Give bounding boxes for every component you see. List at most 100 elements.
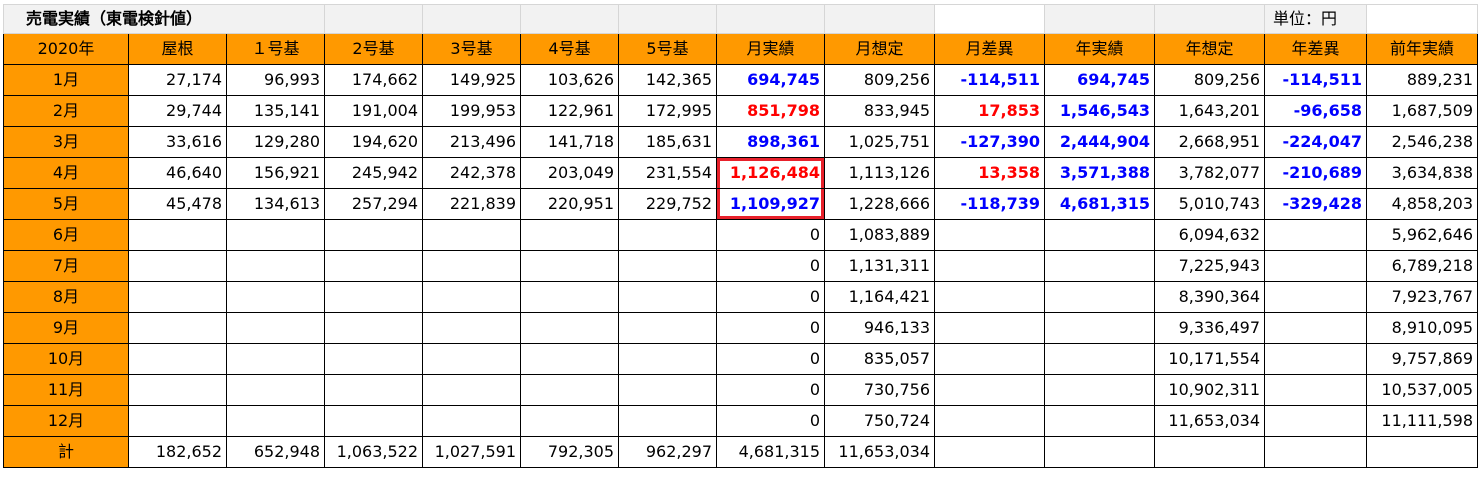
cell[interactable] — [1044, 219, 1155, 251]
cell[interactable] — [226, 343, 325, 375]
cell[interactable]: 7,923,767 — [1366, 281, 1478, 313]
cell[interactable]: 103,626 — [520, 64, 619, 96]
empty-cell[interactable] — [934, 4, 1045, 34]
cell[interactable]: 1,083,889 — [824, 219, 935, 251]
cell[interactable]: 4,681,315 — [716, 436, 825, 468]
cell[interactable]: 11,111,598 — [1366, 405, 1478, 437]
cell[interactable]: 129,280 — [226, 126, 325, 158]
row-header[interactable]: 12月 — [3, 405, 129, 437]
cell[interactable] — [618, 250, 717, 282]
cell[interactable] — [520, 312, 619, 344]
cell[interactable]: 851,798 — [716, 95, 825, 127]
cell[interactable]: 2,668,951 — [1154, 126, 1265, 158]
cell[interactable] — [324, 281, 423, 313]
cell[interactable]: 1,687,509 — [1366, 95, 1478, 127]
cell[interactable] — [128, 219, 227, 251]
empty-cell[interactable] — [618, 4, 717, 34]
cell[interactable]: 29,744 — [128, 95, 227, 127]
cell[interactable] — [128, 250, 227, 282]
cell[interactable]: 0 — [716, 343, 825, 375]
cell[interactable] — [226, 219, 325, 251]
cell[interactable] — [934, 405, 1045, 437]
cell[interactable] — [226, 374, 325, 406]
cell[interactable] — [1044, 312, 1155, 344]
cell[interactable]: 11,653,034 — [1154, 405, 1265, 437]
cell[interactable] — [618, 405, 717, 437]
cell[interactable] — [520, 281, 619, 313]
cell[interactable]: 27,174 — [128, 64, 227, 96]
cell[interactable] — [1264, 219, 1367, 251]
cell[interactable] — [1154, 436, 1265, 468]
cell[interactable]: 898,361 — [716, 126, 825, 158]
cell[interactable] — [1044, 374, 1155, 406]
cell[interactable]: 96,993 — [226, 64, 325, 96]
cell[interactable]: 122,961 — [520, 95, 619, 127]
row-header[interactable]: 5月 — [3, 188, 129, 220]
cell[interactable]: 46,640 — [128, 157, 227, 189]
cell[interactable]: 257,294 — [324, 188, 423, 220]
cell[interactable] — [1044, 436, 1155, 468]
cell[interactable]: 231,554 — [618, 157, 717, 189]
cell[interactable]: 4,858,203 — [1366, 188, 1478, 220]
cell[interactable]: 45,478 — [128, 188, 227, 220]
row-header[interactable]: 10月 — [3, 343, 129, 375]
cell[interactable]: 141,718 — [520, 126, 619, 158]
cell[interactable] — [128, 281, 227, 313]
cell[interactable]: 5,962,646 — [1366, 219, 1478, 251]
empty-cell[interactable] — [422, 4, 521, 34]
cell[interactable] — [618, 219, 717, 251]
cell[interactable] — [128, 374, 227, 406]
cell[interactable]: 6,094,632 — [1154, 219, 1265, 251]
row-header[interactable]: 1月 — [3, 64, 129, 96]
column-header[interactable]: 2号基 — [324, 33, 423, 65]
cell[interactable] — [1044, 281, 1155, 313]
cell[interactable]: 11,653,034 — [824, 436, 935, 468]
row-header[interactable]: 9月 — [3, 312, 129, 344]
cell[interactable]: 3,782,077 — [1154, 157, 1265, 189]
cell[interactable] — [422, 374, 521, 406]
cell[interactable]: 694,745 — [716, 64, 825, 96]
cell[interactable]: -114,511 — [1264, 64, 1367, 96]
cell[interactable] — [1264, 405, 1367, 437]
cell[interactable] — [1264, 281, 1367, 313]
cell[interactable]: 809,256 — [1154, 64, 1265, 96]
cell[interactable]: 835,057 — [824, 343, 935, 375]
cell[interactable]: 7,225,943 — [1154, 250, 1265, 282]
empty-cell[interactable] — [1366, 4, 1478, 34]
cell[interactable]: 203,049 — [520, 157, 619, 189]
cell[interactable] — [1264, 343, 1367, 375]
cell[interactable]: 792,305 — [520, 436, 619, 468]
cell[interactable]: 5,010,743 — [1154, 188, 1265, 220]
cell[interactable] — [1264, 312, 1367, 344]
cell[interactable]: 220,951 — [520, 188, 619, 220]
cell[interactable]: 10,902,311 — [1154, 374, 1265, 406]
cell[interactable]: 191,004 — [324, 95, 423, 127]
cell[interactable]: 4,681,315 — [1044, 188, 1155, 220]
column-header[interactable]: 屋根 — [128, 33, 227, 65]
cell[interactable] — [1264, 250, 1367, 282]
cell[interactable] — [422, 219, 521, 251]
cell[interactable]: 809,256 — [824, 64, 935, 96]
cell[interactable] — [1044, 343, 1155, 375]
cell[interactable]: 172,995 — [618, 95, 717, 127]
cell[interactable]: 1,546,543 — [1044, 95, 1155, 127]
cell[interactable]: -118,739 — [934, 188, 1045, 220]
cell[interactable]: -329,428 — [1264, 188, 1367, 220]
cell[interactable]: 134,613 — [226, 188, 325, 220]
cell[interactable]: 1,025,751 — [824, 126, 935, 158]
column-header[interactable]: 月差異 — [934, 33, 1045, 65]
cell[interactable]: 3,571,388 — [1044, 157, 1155, 189]
cell[interactable] — [422, 343, 521, 375]
cell[interactable]: 13,358 — [934, 157, 1045, 189]
column-header[interactable]: 2020年 — [3, 33, 129, 65]
cell[interactable]: 1,109,927 — [716, 188, 825, 220]
cell[interactable]: 833,945 — [824, 95, 935, 127]
cell[interactable] — [1264, 436, 1367, 468]
cell[interactable]: -114,511 — [934, 64, 1045, 96]
cell[interactable] — [422, 405, 521, 437]
cell[interactable] — [422, 281, 521, 313]
cell[interactable]: 0 — [716, 312, 825, 344]
cell[interactable] — [324, 405, 423, 437]
cell[interactable]: 194,620 — [324, 126, 423, 158]
cell[interactable] — [520, 219, 619, 251]
